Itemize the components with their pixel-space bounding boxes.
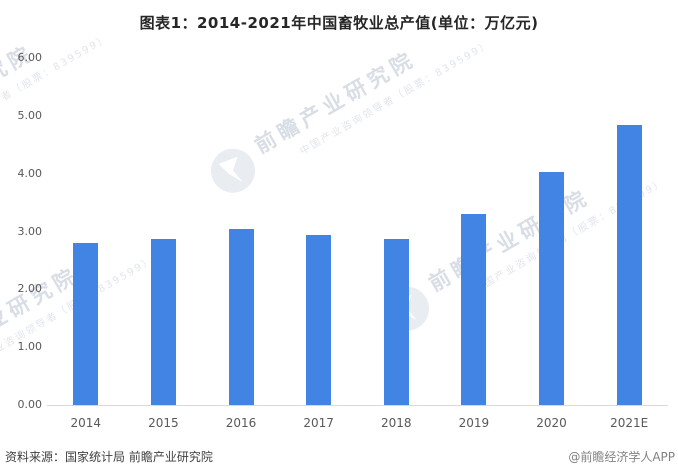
source-note: 资料来源：国家统计局 前瞻产业研究院 [5,450,213,464]
bar-slot-2021E [590,58,668,405]
chart-title: 图表1：2014-2021年中国畜牧业总产值(单位：万亿元) [139,14,539,32]
x-tick-label-2016: 2016 [225,416,257,430]
x-tick-label-2019: 2019 [458,416,490,430]
y-tick-label: 5.00 [17,108,43,122]
bar-slot-2017 [280,58,358,405]
bar-slot-2014 [47,58,125,405]
bar-2015 [150,239,176,405]
bar-2020 [539,171,565,405]
bar-slot-2018 [358,58,436,405]
bar-2014 [73,242,99,405]
x-tick-label-2021E: 2021E [610,416,649,430]
credit-note: @前瞻经济学人APP [568,450,675,464]
y-tick-label: 4.00 [17,166,43,180]
bar-slot-2015 [125,58,203,405]
x-tick-label-2014: 2014 [70,416,102,430]
y-tick-label: 0.00 [17,398,43,411]
x-tick-label-2018: 2018 [381,416,412,430]
x-tick-label-2017: 2017 [303,416,334,430]
bar-2021E [616,124,642,405]
bar-series [47,58,668,405]
bar-2017 [306,235,332,405]
y-tick-label: 1.00 [17,340,43,354]
bar-2019 [461,213,487,405]
x-tick-label-2015: 2015 [148,416,179,430]
x-tick-label-2020: 2020 [536,416,567,430]
y-tick-label: 6.00 [17,51,43,64]
bar-2016 [228,228,254,405]
x-axis-line [47,405,668,406]
bar-slot-2019 [435,58,513,405]
bar-slot-2020 [513,58,591,405]
x-axis-labels: 2014 2015 2016 2017 2018 2019 2020 2021E [47,416,668,430]
bar-2018 [383,239,409,405]
y-tick-label: 2.00 [17,282,43,296]
bar-slot-2016 [202,58,280,405]
y-tick-label: 3.00 [17,224,43,238]
